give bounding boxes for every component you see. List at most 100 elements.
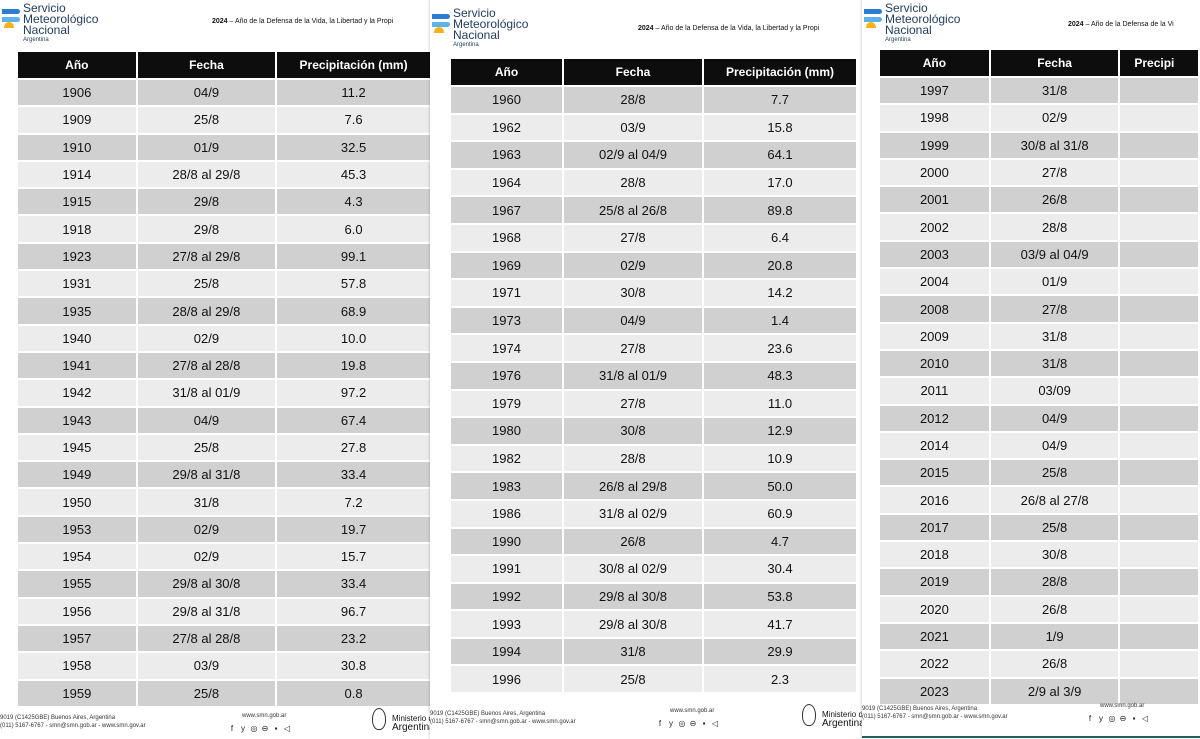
cell-precip-cropped (1120, 159, 1198, 186)
table-row: 1953 02/9 19.7 (18, 516, 430, 543)
table-row: 1958 03/9 30.8 (18, 653, 430, 679)
youtube-icon[interactable]: ▪ (1132, 714, 1136, 723)
cell-year: 2000 (880, 159, 989, 186)
cell-precip: 41.7 (704, 611, 856, 637)
social-icons: f y ◎ ⊖ ▪ ◁ (1086, 714, 1149, 723)
cell-precip: 33.4 (277, 571, 430, 597)
cell-precip: 7.7 (704, 87, 856, 113)
cell-year: 2016 (880, 487, 989, 513)
cell-precip: 11.2 (277, 80, 430, 106)
linkedin-icon[interactable]: ⊖ (261, 724, 269, 733)
instagram-icon[interactable]: ◎ (250, 724, 258, 733)
linkedin-icon[interactable]: ⊖ (1119, 714, 1127, 723)
cell-date: 25/8 (137, 434, 276, 461)
cell-precip: 11.0 (704, 390, 856, 417)
twitter-icon[interactable]: y (669, 719, 673, 728)
table-row: 2000 27/8 (880, 159, 1198, 186)
cell-precip-cropped (1120, 78, 1198, 104)
cell-date: 28/8 al 29/8 (137, 298, 276, 324)
cell-date: 01/9 (990, 269, 1119, 295)
facebook-icon[interactable]: f (1088, 714, 1092, 723)
brand-country: Argentina (453, 42, 479, 48)
cell-precip: 29.9 (704, 638, 856, 665)
table-row: 1992 29/8 al 30/8 53.8 (451, 583, 856, 610)
cell-year: 1915 (18, 189, 136, 215)
cell-date: 27/8 (564, 335, 702, 361)
cell-year: 1945 (18, 434, 136, 461)
ministerio-line2: Argentina (392, 722, 432, 733)
table-row: 2009 31/8 (880, 323, 1198, 349)
cell-date: 31/8 al 01/9 (137, 380, 276, 406)
cell-date: 25/8 (564, 666, 702, 693)
table-row: 1945 25/8 27.8 (18, 434, 430, 461)
instagram-icon[interactable]: ◎ (678, 719, 686, 728)
cell-date: 29/8 (137, 189, 276, 215)
telegram-icon[interactable]: ◁ (283, 724, 291, 733)
cell-year: 1973 (451, 307, 562, 334)
cell-year: 2019 (880, 569, 989, 595)
cell-precip: 27.8 (277, 434, 430, 461)
facebook-icon[interactable]: f (658, 719, 662, 728)
brand-line3: Nacional (23, 23, 70, 37)
cell-precip: 48.3 (704, 362, 856, 389)
motto-year: 2024 (1068, 21, 1084, 28)
cell-year: 2014 (880, 432, 989, 459)
header-year: Año (451, 59, 562, 85)
header-date: Fecha (990, 50, 1119, 76)
cell-date: 26/8 al 29/8 (564, 473, 702, 499)
cell-date: 27/8 (990, 296, 1119, 322)
table-row: 1986 31/8 al 02/9 60.9 (451, 500, 856, 527)
table-row: 1997 31/8 (880, 78, 1198, 104)
cell-precip: 30.8 (277, 653, 430, 679)
cell-precip-cropped (1120, 187, 1198, 213)
cell-precip: 4.7 (704, 528, 856, 555)
cell-date: 26/8 (990, 651, 1119, 677)
youtube-icon[interactable]: ▪ (274, 724, 278, 733)
linkedin-icon[interactable]: ⊖ (689, 719, 697, 728)
telegram-icon[interactable]: ◁ (1141, 714, 1149, 723)
cell-date: 28/8 (564, 87, 702, 113)
twitter-icon[interactable]: y (241, 724, 245, 733)
telegram-icon[interactable]: ◁ (711, 719, 719, 728)
cell-precip: 19.7 (277, 516, 430, 543)
cell-year: 1935 (18, 298, 136, 324)
document-page-3: Servicio Meteorológico Nacional Argentin… (862, 0, 1200, 739)
table-row: 1999 30/8 al 31/8 (880, 132, 1198, 158)
cell-date: 30/8 (564, 280, 702, 306)
cell-year: 1976 (451, 362, 562, 389)
cell-date: 25/8 (990, 514, 1119, 541)
instagram-icon[interactable]: ◎ (1108, 714, 1116, 723)
cell-date: 26/8 (564, 528, 702, 555)
cell-year: 1980 (451, 418, 562, 444)
cell-precip: 60.9 (704, 500, 856, 527)
motto-year: 2024 (212, 18, 228, 25)
cell-precip: 67.4 (277, 407, 430, 433)
footer-phone: (011) 5167-6767 - smn@smn.gob.ar - www.s… (862, 714, 1008, 720)
table-row: 1942 31/8 al 01/9 97.2 (18, 380, 430, 406)
footer-contact: 9019 (C1425GBE) Buenos Aires, Argentina … (0, 714, 146, 730)
cell-year: 1950 (18, 489, 136, 515)
cell-date: 1/9 (990, 623, 1119, 650)
cell-year: 1959 (18, 680, 136, 706)
cell-date: 02/9 (137, 544, 276, 570)
cell-date: 03/9 (137, 653, 276, 679)
cell-year: 1968 (451, 224, 562, 251)
social-icons: f y ◎ ⊖ ▪ ◁ (656, 719, 719, 728)
table-row: 2017 25/8 (880, 514, 1198, 541)
cell-precip: 97.2 (277, 380, 430, 406)
cell-precip: 10.0 (277, 325, 430, 351)
footer-contact: 9019 (C1425GBE) Buenos Aires, Argentina … (862, 705, 1008, 721)
twitter-icon[interactable]: y (1099, 714, 1103, 723)
cell-date: 02/9 al 04/9 (564, 142, 702, 168)
cell-date: 27/8 al 28/8 (137, 625, 276, 652)
cell-date: 04/9 (564, 307, 702, 334)
youtube-icon[interactable]: ▪ (702, 719, 706, 728)
facebook-icon[interactable]: f (230, 724, 234, 733)
cell-year: 1990 (451, 528, 562, 555)
table-row: 1998 02/9 (880, 105, 1198, 131)
brand-line3: Nacional (885, 23, 932, 37)
motto: 2024 – Año de la Defensa de la Vida, la … (638, 25, 819, 32)
table-row: 1910 01/9 32.5 (18, 134, 430, 160)
cell-year: 1964 (451, 169, 562, 196)
cell-precip: 99.1 (277, 243, 430, 270)
